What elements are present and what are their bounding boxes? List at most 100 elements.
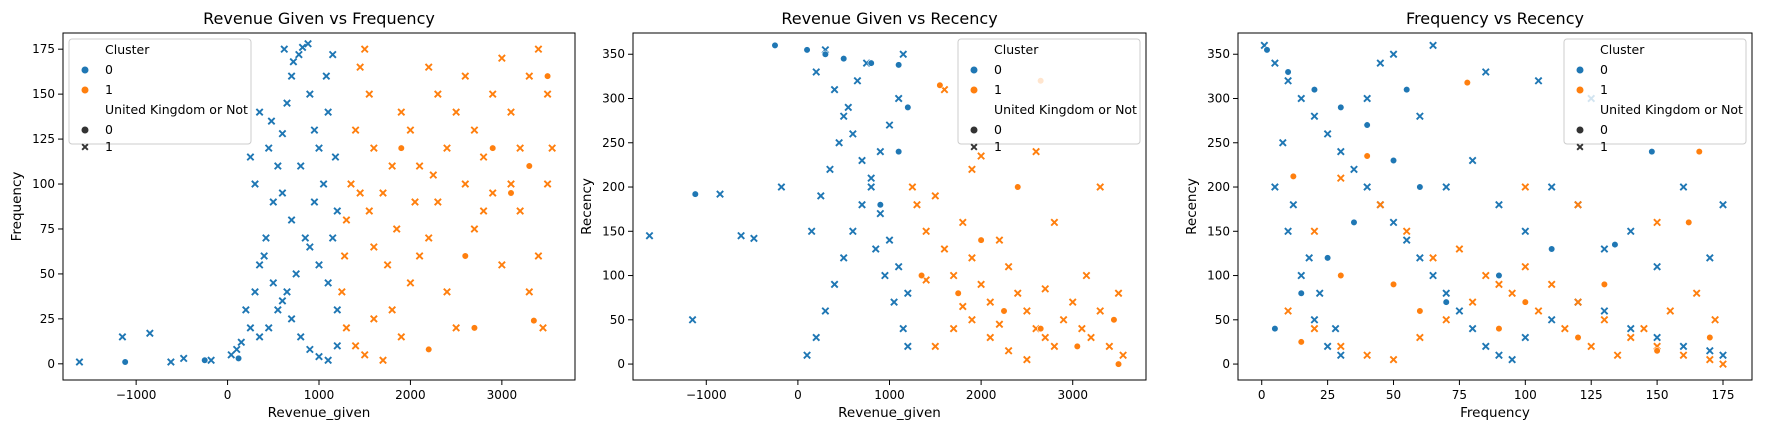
- data-point: [201, 356, 209, 364]
- legend-marker-cluster-0: [1575, 65, 1585, 75]
- data-point: [954, 289, 962, 297]
- legend-label-cluster-0: 0: [105, 62, 113, 77]
- data-point: [1534, 76, 1543, 85]
- data-point: [1521, 333, 1530, 342]
- data-point: [179, 354, 188, 363]
- data-point: [1679, 351, 1688, 360]
- data-point: [1336, 351, 1345, 360]
- y-tick-label: 150: [32, 87, 55, 101]
- data-point: [995, 236, 1004, 245]
- data-point: [1508, 289, 1517, 298]
- data-point: [1297, 289, 1305, 297]
- y-tick-label: 300: [602, 92, 625, 106]
- legend-marker-uk-1: [1576, 143, 1584, 151]
- data-point: [234, 354, 243, 363]
- data-point: [821, 307, 830, 315]
- data-point: [1363, 351, 1372, 360]
- data-point: [1310, 112, 1319, 121]
- data-point: [304, 39, 312, 48]
- chart-panel-1: Revenue Given vs Frequency−1000 0 1000 2000…: [9, 9, 576, 421]
- data-point: [1041, 284, 1050, 293]
- data-point: [1626, 227, 1635, 236]
- data-point: [452, 323, 461, 332]
- data-point: [1416, 253, 1424, 262]
- data-point: [885, 236, 894, 245]
- data-point: [301, 234, 310, 242]
- data-point: [840, 55, 848, 63]
- legend-style-title: United Kingdom or Not: [105, 102, 248, 117]
- y-tick-label: 100: [602, 269, 625, 283]
- data-point: [645, 231, 654, 240]
- data-point: [1297, 94, 1306, 103]
- data-point: [1481, 342, 1490, 351]
- data-point: [903, 342, 912, 351]
- data-point: [461, 252, 469, 260]
- data-point: [1574, 298, 1582, 306]
- data-point: [716, 190, 724, 198]
- data-point: [867, 174, 876, 183]
- data-point: [255, 261, 264, 269]
- data-point: [246, 153, 255, 161]
- y-tick-label: 50: [610, 313, 625, 327]
- data-point: [1416, 307, 1424, 315]
- data-point: [1429, 253, 1437, 262]
- data-point: [1271, 59, 1279, 67]
- y-axis-label: Recency: [579, 178, 595, 235]
- data-point: [383, 261, 392, 269]
- data-point: [1389, 355, 1398, 364]
- data-point: [283, 99, 291, 107]
- data-point: [1402, 236, 1411, 245]
- legend-marker-uk-1: [970, 143, 978, 151]
- data-point: [688, 315, 697, 324]
- data-point: [876, 201, 884, 209]
- data-point: [207, 356, 215, 365]
- data-point: [1078, 324, 1086, 333]
- data-point: [429, 171, 438, 179]
- data-point: [1284, 68, 1292, 76]
- data-point: [1685, 218, 1693, 227]
- data-point: [1442, 289, 1451, 298]
- data-point: [1271, 183, 1279, 191]
- data-point: [287, 72, 296, 81]
- data-point: [903, 289, 912, 298]
- data-point: [876, 209, 885, 218]
- data-point: [931, 342, 940, 351]
- chart-panel-2: Revenue Given vs Recency−1000 0 1000 2000 30…: [579, 9, 1147, 421]
- data-point: [1096, 307, 1105, 315]
- data-point: [949, 324, 958, 333]
- y-ticks: 0 50 100 150 200 250 300 350: [1207, 47, 1238, 371]
- data-point: [1337, 271, 1345, 280]
- data-point: [1110, 316, 1118, 324]
- data-point: [411, 198, 419, 206]
- legend-label-cluster-0: 0: [1600, 62, 1608, 77]
- data-point: [1350, 165, 1358, 174]
- data-point: [1032, 147, 1040, 156]
- data-point: [278, 189, 287, 197]
- data-point: [319, 180, 328, 188]
- data-point: [821, 50, 829, 58]
- data-point: [904, 103, 912, 111]
- data-point: [397, 144, 405, 152]
- data-point: [1087, 333, 1095, 342]
- data-point: [1013, 289, 1022, 298]
- data-point: [251, 180, 259, 188]
- data-point: [771, 41, 779, 49]
- data-point: [922, 227, 931, 236]
- data-point: [260, 252, 269, 260]
- data-point: [1705, 346, 1714, 355]
- data-point: [369, 314, 378, 323]
- data-point: [305, 90, 314, 99]
- data-point: [227, 350, 236, 359]
- data-point: [397, 108, 406, 116]
- data-point: [844, 103, 853, 112]
- data-point: [839, 253, 848, 262]
- data-point: [539, 323, 547, 332]
- data-point: [858, 156, 866, 165]
- y-tick-label: 75: [40, 222, 55, 236]
- data-point: [333, 207, 342, 215]
- data-point: [1442, 298, 1450, 306]
- legend-marker-uk-1: [81, 143, 89, 151]
- data-point: [342, 323, 351, 332]
- legend-marker-cluster-0: [80, 65, 90, 75]
- data-point: [1000, 307, 1008, 315]
